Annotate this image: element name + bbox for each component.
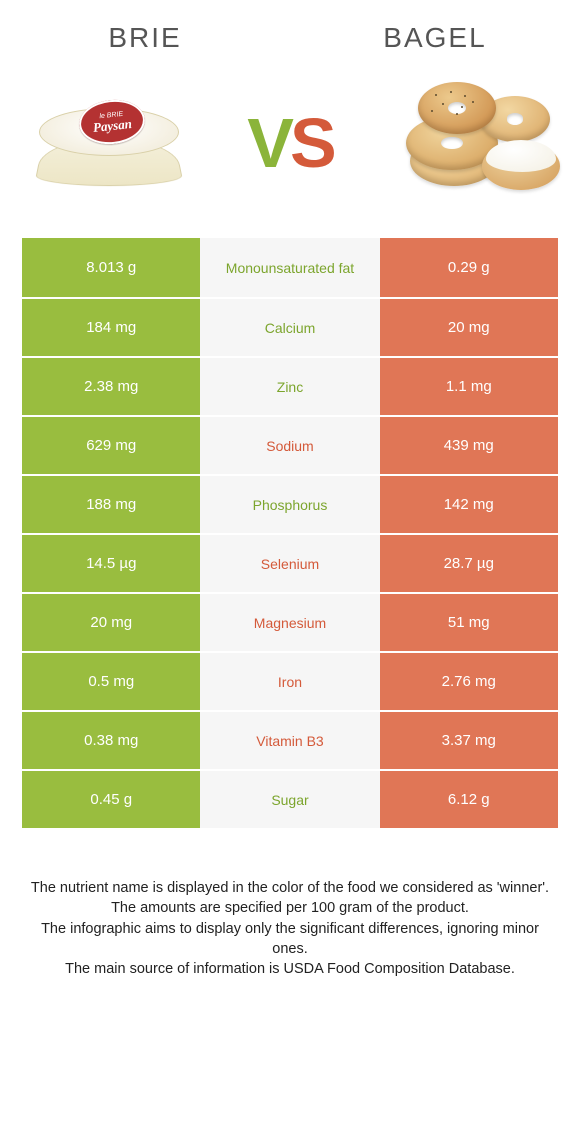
table-row: 14.5 µgSelenium28.7 µg (22, 533, 558, 592)
brie-label-line2: Paysan (92, 117, 132, 134)
vs-v: V (247, 104, 290, 182)
header: BRIE BAGEL (0, 0, 580, 68)
cell-nutrient-label: Sodium (200, 415, 379, 474)
footnote-line: The main source of information is USDA F… (24, 959, 556, 979)
table-row: 629 mgSodium439 mg (22, 415, 558, 474)
bagel-icon (390, 78, 550, 208)
table-row: 188 mgPhosphorus142 mg (22, 474, 558, 533)
footnotes: The nutrient name is displayed in the co… (0, 878, 580, 979)
cell-left-value: 629 mg (22, 415, 200, 474)
brie-icon: le BRIE Paysan (35, 88, 185, 198)
cell-nutrient-label: Vitamin B3 (200, 710, 379, 769)
cell-right-value: 0.29 g (380, 238, 558, 297)
table-row: 20 mgMagnesium51 mg (22, 592, 558, 651)
cell-left-value: 20 mg (22, 592, 200, 651)
cell-right-value: 51 mg (380, 592, 558, 651)
vs-s: S (290, 104, 333, 182)
cell-right-value: 3.37 mg (380, 710, 558, 769)
cell-left-value: 0.45 g (22, 769, 200, 828)
header-right: BAGEL (290, 22, 580, 54)
table-row: 0.5 mgIron2.76 mg (22, 651, 558, 710)
food-image-left: le BRIE Paysan (30, 78, 190, 208)
cell-nutrient-label: Calcium (200, 297, 379, 356)
cell-nutrient-label: Iron (200, 651, 379, 710)
table-row: 184 mgCalcium20 mg (22, 297, 558, 356)
cell-left-value: 188 mg (22, 474, 200, 533)
cell-left-value: 8.013 g (22, 238, 200, 297)
cell-left-value: 0.5 mg (22, 651, 200, 710)
images-row: le BRIE Paysan VS (0, 68, 580, 238)
cell-nutrient-label: Phosphorus (200, 474, 379, 533)
cell-left-value: 14.5 µg (22, 533, 200, 592)
cell-right-value: 1.1 mg (380, 356, 558, 415)
footnote-line: The amounts are specified per 100 gram o… (24, 898, 556, 918)
cell-right-value: 2.76 mg (380, 651, 558, 710)
cell-left-value: 184 mg (22, 297, 200, 356)
header-left: BRIE (0, 22, 290, 54)
cell-nutrient-label: Monounsaturated fat (200, 238, 379, 297)
table-row: 2.38 mgZinc1.1 mg (22, 356, 558, 415)
table-row: 0.38 mgVitamin B33.37 mg (22, 710, 558, 769)
cell-right-value: 439 mg (380, 415, 558, 474)
table-row: 0.45 gSugar6.12 g (22, 769, 558, 828)
cell-left-value: 2.38 mg (22, 356, 200, 415)
cell-left-value: 0.38 mg (22, 710, 200, 769)
cell-nutrient-label: Magnesium (200, 592, 379, 651)
table-row: 8.013 gMonounsaturated fat0.29 g (22, 238, 558, 297)
footnote-line: The nutrient name is displayed in the co… (24, 878, 556, 898)
cell-right-value: 6.12 g (380, 769, 558, 828)
cell-nutrient-label: Selenium (200, 533, 379, 592)
cell-right-value: 142 mg (380, 474, 558, 533)
vs-label: VS (247, 103, 332, 183)
cell-right-value: 20 mg (380, 297, 558, 356)
food-image-right (390, 78, 550, 208)
cell-nutrient-label: Zinc (200, 356, 379, 415)
cell-right-value: 28.7 µg (380, 533, 558, 592)
cell-nutrient-label: Sugar (200, 769, 379, 828)
footnote-line: The infographic aims to display only the… (24, 919, 556, 960)
comparison-table: 8.013 gMonounsaturated fat0.29 g184 mgCa… (22, 238, 558, 828)
